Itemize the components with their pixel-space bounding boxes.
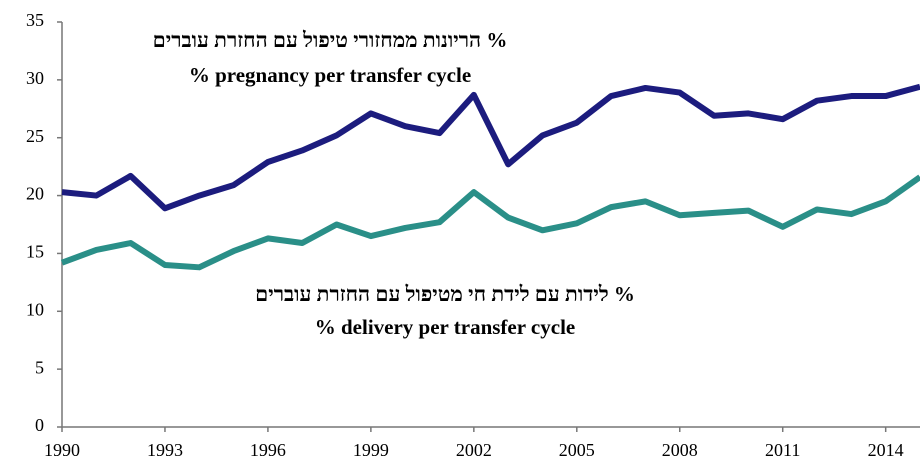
x-tick-label: 2008: [662, 440, 698, 460]
x-tick-label: 2005: [559, 440, 595, 460]
line-series: [60, 174, 920, 271]
y-tick-label: 20: [26, 184, 44, 204]
y-tick-label: 30: [26, 68, 44, 88]
y-tick-label: 25: [26, 126, 44, 146]
line-series: [61, 83, 920, 212]
y-tick-label: 35: [26, 10, 44, 30]
y-tick-label: 10: [26, 299, 44, 319]
x-tick-label: 2011: [765, 440, 800, 460]
x-tick-label: 1999: [353, 440, 389, 460]
x-tick-label: 2002: [456, 440, 492, 460]
y-tick-label: 0: [35, 415, 44, 435]
x-tick-label: 1993: [147, 440, 183, 460]
x-tick-label: 2014: [868, 440, 904, 460]
series-label: % pregnancy per transfer cycle: [189, 63, 471, 87]
x-tick-label: 1990: [44, 440, 80, 460]
y-tick-label: 5: [35, 357, 44, 377]
series-label-he: % לידות עם לידת חי מטיפול עם החזרת עוברי…: [255, 282, 635, 306]
x-tick-label: 1996: [250, 440, 286, 460]
y-tick-label: 15: [26, 242, 44, 262]
series-label-he: % הריונות ממחזורי טיפול עם החזרת עוברים: [153, 28, 508, 52]
series-label: % delivery per transfer cycle: [315, 315, 575, 339]
